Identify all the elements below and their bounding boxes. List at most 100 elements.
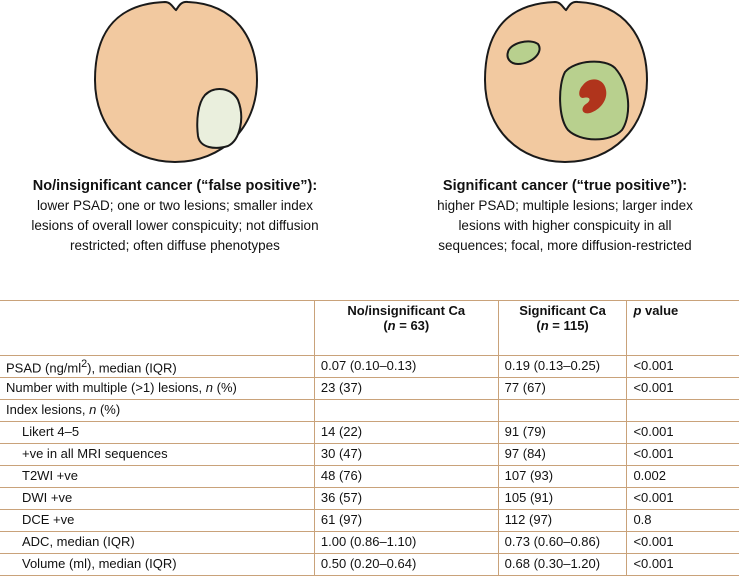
table-cell: Likert 4–5 [0,421,315,445]
text: <0.001 [633,358,674,373]
caption-line: higher PSAD; multiple lesions; larger in… [437,198,693,213]
text: PSAD (ng/ml [6,360,82,376]
text: T2WI +ve [22,468,78,484]
header-cell [0,300,315,356]
caption-line: lesions with higher conspicuity in all [458,218,672,233]
table-cell: 97 (84) [497,443,628,467]
table-row: DWI +ve 36 (57) 105 (91) <0.001 [0,487,739,511]
caption-line: sequences; focal, more diffusion-restric… [438,238,692,253]
table-cell: 77 (67) [497,377,628,401]
text: 0.002 [633,468,666,484]
text: 112 (97) [504,512,553,528]
table-cell: 23 (37) [313,377,499,401]
header-line: (n = 63) [321,318,492,333]
table-cell [313,399,499,423]
text: = 115) [548,318,589,333]
table-cell: T2WI +ve [0,465,315,489]
table-row: PSAD (ng/ml2), median (IQR) 0.07 (0.10–0.… [0,354,739,379]
text: 48 (76) [320,468,363,484]
header-line: No/insignificant Ca [321,303,492,318]
table-row: Number with multiple (>1) lesions, n (%)… [0,377,739,401]
italic-text: n [205,380,214,396]
text: Index lesions, [6,402,90,418]
table-cell: <0.001 [626,487,739,511]
table-cell [497,399,628,423]
table-row: Volume (ml), median (IQR) 0.50 (0.20–0.64… [0,553,739,576]
text: +ve in all MRI sequences [22,446,168,462]
text: ( [383,318,388,333]
table-cell: 30 (47) [313,443,499,467]
caption-title: Significant cancer (“true positive”): [442,178,688,194]
caption-line: lesions of overall lower conspicuity; no… [31,218,319,233]
text: <0.001 [633,534,674,550]
table-cell: 91 (79) [497,421,628,445]
text: 23 (37) [320,380,363,396]
table-cell: 1.00 (0.86–1.10) [313,531,499,555]
panel-caption: Significant cancer (“true positive”): hig… [370,176,740,256]
table-cell: 107 (93) [497,465,628,489]
table-cell: 0.19 (0.13–0.25) [497,354,628,379]
header-cell: No/insignificant Ca (n = 63) [313,300,499,356]
table-cell: 0.07 (0.10–0.13) [313,354,499,379]
table-cell: 0.68 (0.30–1.20) [497,553,628,576]
text: ( [536,318,541,333]
header-row: No/insignificant Ca (n = 63) Significant C… [0,300,739,356]
header-cell: p value [626,300,739,356]
caption-line: lower PSAD; one or two lesions; smaller … [36,198,314,213]
text: (%) [96,402,121,418]
text: 0.19 (0.13–0.25) [504,358,601,373]
text: 105 (91) [504,490,554,506]
text: Number with multiple (>1) lesions, [6,380,206,396]
table-cell: Number with multiple (>1) lesions, n (%) [0,377,315,401]
header-line: Significant Ca [505,303,621,318]
table-cell: 14 (22) [313,421,499,445]
table-cell: 105 (91) [497,487,628,511]
text: Significant Ca [519,303,606,318]
italic-text: n [540,318,549,333]
table-row: Likert 4–5 14 (22) 91 (79) <0.001 [0,421,739,445]
diagrams [93,0,649,164]
caption-line: restricted; often diffuse phenotypes [70,238,280,253]
text: 97 (84) [504,446,546,462]
lesion-left [196,88,243,149]
table-cell: <0.001 [626,553,739,576]
table-cell: 48 (76) [313,465,499,489]
table-cell: 0.50 (0.20–0.64) [313,553,499,576]
table-cell: PSAD (ng/ml2), median (IQR) [0,354,315,379]
table-row: DCE +ve 61 (97) 112 (97) 0.8 [0,509,739,533]
table-cell: 0.8 [626,509,739,533]
text: <0.001 [633,380,674,396]
text: 77 (67) [504,380,546,396]
text: Likert 4–5 [22,424,80,440]
table-cell: <0.001 [626,443,739,467]
text: ADC, median (IQR) [22,534,135,550]
table-cell: 61 (97) [313,509,499,533]
lesion-small [506,40,541,66]
italic-text: n [387,318,396,333]
header-cell: Significant Ca (n = 115) [497,300,628,356]
text: 91 (79) [504,424,546,440]
table-cell: 0.002 [626,465,739,489]
table-row: Index lesions, n (%) [0,399,739,423]
text: 61 (97) [320,512,363,528]
table-cell: 0.73 (0.60–0.86) [497,531,628,555]
table-cell [626,399,739,423]
italic-text: p [633,303,642,318]
text: DWI +ve [22,490,73,506]
text: No/insignificant Ca [347,303,466,318]
text: ), median (IQR) [87,360,177,376]
text: = 63) [395,318,430,333]
table-row: +ve in all MRI sequences 30 (47) 97 (84) <0… [0,443,739,467]
text: 36 (57) [320,490,363,506]
text: 0.8 [633,512,652,528]
table: No/insignificant Ca (n = 63) Significant C… [0,300,739,576]
text: 0.73 (0.60–0.86) [504,534,601,550]
text: value [641,303,679,318]
table-cell: Volume (ml), median (IQR) [0,553,315,576]
italic-text: n [89,402,97,418]
table-cell: ADC, median (IQR) [0,531,315,555]
text: 0.07 (0.10–0.13) [320,358,417,373]
table-cell: 112 (97) [497,509,628,533]
text: (%) [213,380,237,396]
